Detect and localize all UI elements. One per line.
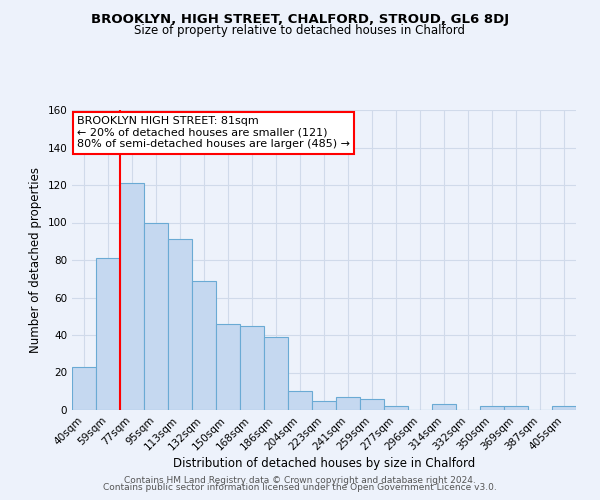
Text: BROOKLYN HIGH STREET: 81sqm
← 20% of detached houses are smaller (121)
80% of se: BROOKLYN HIGH STREET: 81sqm ← 20% of det… [77, 116, 350, 149]
Text: Size of property relative to detached houses in Chalford: Size of property relative to detached ho… [134, 24, 466, 37]
Bar [72, 367, 96, 410]
Bar [192, 280, 216, 410]
Bar [552, 406, 576, 410]
Text: Contains public sector information licensed under the Open Government Licence v3: Contains public sector information licen… [103, 484, 497, 492]
Bar [312, 400, 336, 410]
Bar [264, 337, 288, 410]
Bar [432, 404, 456, 410]
Bar [384, 406, 408, 410]
Bar [216, 324, 240, 410]
Text: Contains HM Land Registry data © Crown copyright and database right 2024.: Contains HM Land Registry data © Crown c… [124, 476, 476, 485]
Bar [96, 258, 120, 410]
X-axis label: Distribution of detached houses by size in Chalford: Distribution of detached houses by size … [173, 458, 475, 470]
Bar [480, 406, 504, 410]
Bar [360, 399, 384, 410]
Bar [288, 391, 312, 410]
Bar [240, 326, 264, 410]
Bar [120, 183, 144, 410]
Text: BROOKLYN, HIGH STREET, CHALFORD, STROUD, GL6 8DJ: BROOKLYN, HIGH STREET, CHALFORD, STROUD,… [91, 12, 509, 26]
Bar [504, 406, 528, 410]
Bar [168, 240, 192, 410]
Bar [336, 397, 360, 410]
Y-axis label: Number of detached properties: Number of detached properties [29, 167, 42, 353]
Bar [144, 222, 168, 410]
